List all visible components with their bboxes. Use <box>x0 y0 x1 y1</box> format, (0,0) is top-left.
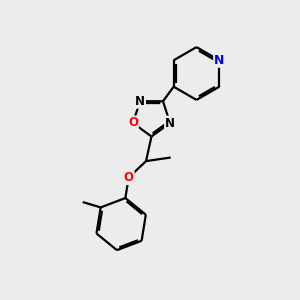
Text: N: N <box>214 54 225 67</box>
Text: O: O <box>124 171 134 184</box>
Text: N: N <box>135 95 145 108</box>
Text: N: N <box>165 117 175 130</box>
Text: O: O <box>128 116 138 130</box>
